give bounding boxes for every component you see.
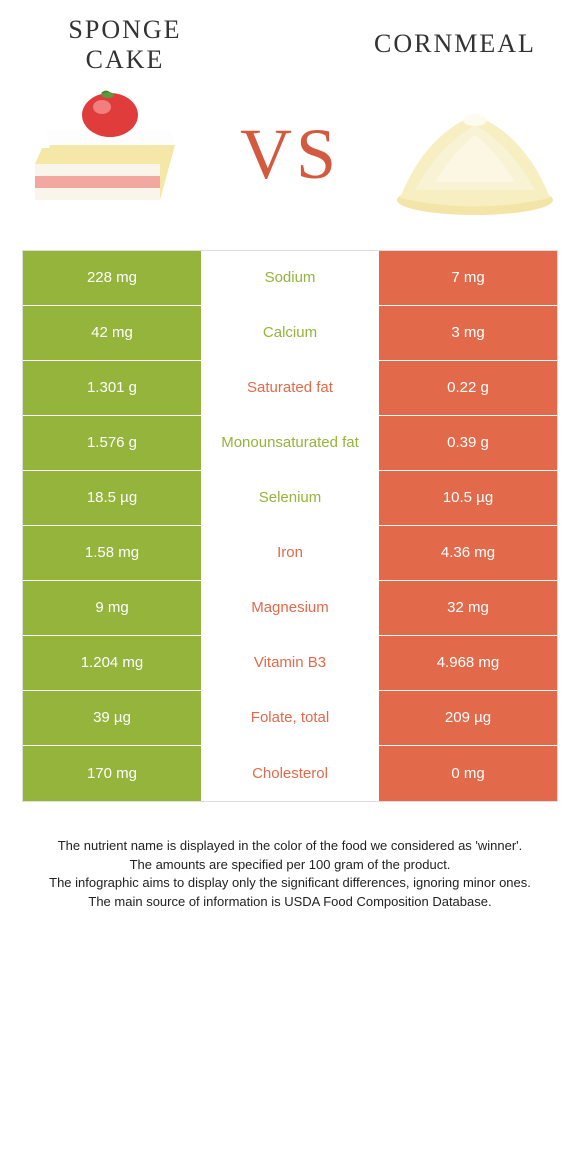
right-value: 0.22 g (379, 361, 557, 415)
nutrient-label: Magnesium (201, 581, 379, 635)
right-value: 32 mg (379, 581, 557, 635)
left-title-line2: CAKE (86, 45, 165, 74)
table-row: 1.204 mgVitamin B34.968 mg (23, 636, 557, 691)
left-value: 170 mg (23, 746, 201, 801)
right-food-title: CORNMEAL (365, 15, 545, 59)
left-value: 228 mg (23, 251, 201, 305)
table-row: 1.58 mgIron4.36 mg (23, 526, 557, 581)
left-value: 1.204 mg (23, 636, 201, 690)
left-value: 1.301 g (23, 361, 201, 415)
footnote-line-3: The infographic aims to display only the… (30, 874, 550, 893)
left-value: 1.576 g (23, 416, 201, 470)
nutrient-label: Cholesterol (201, 746, 379, 801)
right-value: 209 µg (379, 691, 557, 745)
nutrient-label: Saturated fat (201, 361, 379, 415)
left-title-line1: SPONGE (68, 15, 181, 44)
table-row: 42 mgCalcium3 mg (23, 306, 557, 361)
table-row: 9 mgMagnesium32 mg (23, 581, 557, 636)
left-value: 9 mg (23, 581, 201, 635)
right-title: CORNMEAL (374, 29, 536, 58)
right-value: 10.5 µg (379, 471, 557, 525)
right-value: 4.36 mg (379, 526, 557, 580)
left-value: 42 mg (23, 306, 201, 360)
table-row: 228 mgSodium7 mg (23, 251, 557, 306)
left-value: 39 µg (23, 691, 201, 745)
header-titles: SPONGE CAKE CORNMEAL (0, 15, 580, 75)
right-value: 0 mg (379, 746, 557, 801)
table-row: 1.576 gMonounsaturated fat0.39 g (23, 416, 557, 471)
footnote-line-4: The main source of information is USDA F… (30, 893, 550, 912)
footnote-line-2: The amounts are specified per 100 gram o… (30, 856, 550, 875)
sponge-cake-image (15, 85, 195, 225)
cornmeal-image (385, 85, 565, 225)
table-row: 18.5 µgSelenium10.5 µg (23, 471, 557, 526)
left-food-title: SPONGE CAKE (35, 15, 215, 75)
vs-label: VS (240, 113, 340, 196)
footnote-block: The nutrient name is displayed in the co… (30, 837, 550, 912)
right-value: 3 mg (379, 306, 557, 360)
nutrient-label: Vitamin B3 (201, 636, 379, 690)
nutrient-label: Calcium (201, 306, 379, 360)
footnote-line-1: The nutrient name is displayed in the co… (30, 837, 550, 856)
nutrient-label: Iron (201, 526, 379, 580)
nutrient-label: Sodium (201, 251, 379, 305)
table-row: 1.301 gSaturated fat0.22 g (23, 361, 557, 416)
comparison-table: 228 mgSodium7 mg42 mgCalcium3 mg1.301 gS… (22, 250, 558, 802)
nutrient-label: Selenium (201, 471, 379, 525)
right-value: 4.968 mg (379, 636, 557, 690)
left-value: 1.58 mg (23, 526, 201, 580)
nutrient-label: Monounsaturated fat (201, 416, 379, 470)
images-row: VS (0, 85, 580, 250)
right-value: 7 mg (379, 251, 557, 305)
left-value: 18.5 µg (23, 471, 201, 525)
nutrient-label: Folate, total (201, 691, 379, 745)
table-row: 39 µgFolate, total209 µg (23, 691, 557, 746)
table-row: 170 mgCholesterol0 mg (23, 746, 557, 801)
right-value: 0.39 g (379, 416, 557, 470)
